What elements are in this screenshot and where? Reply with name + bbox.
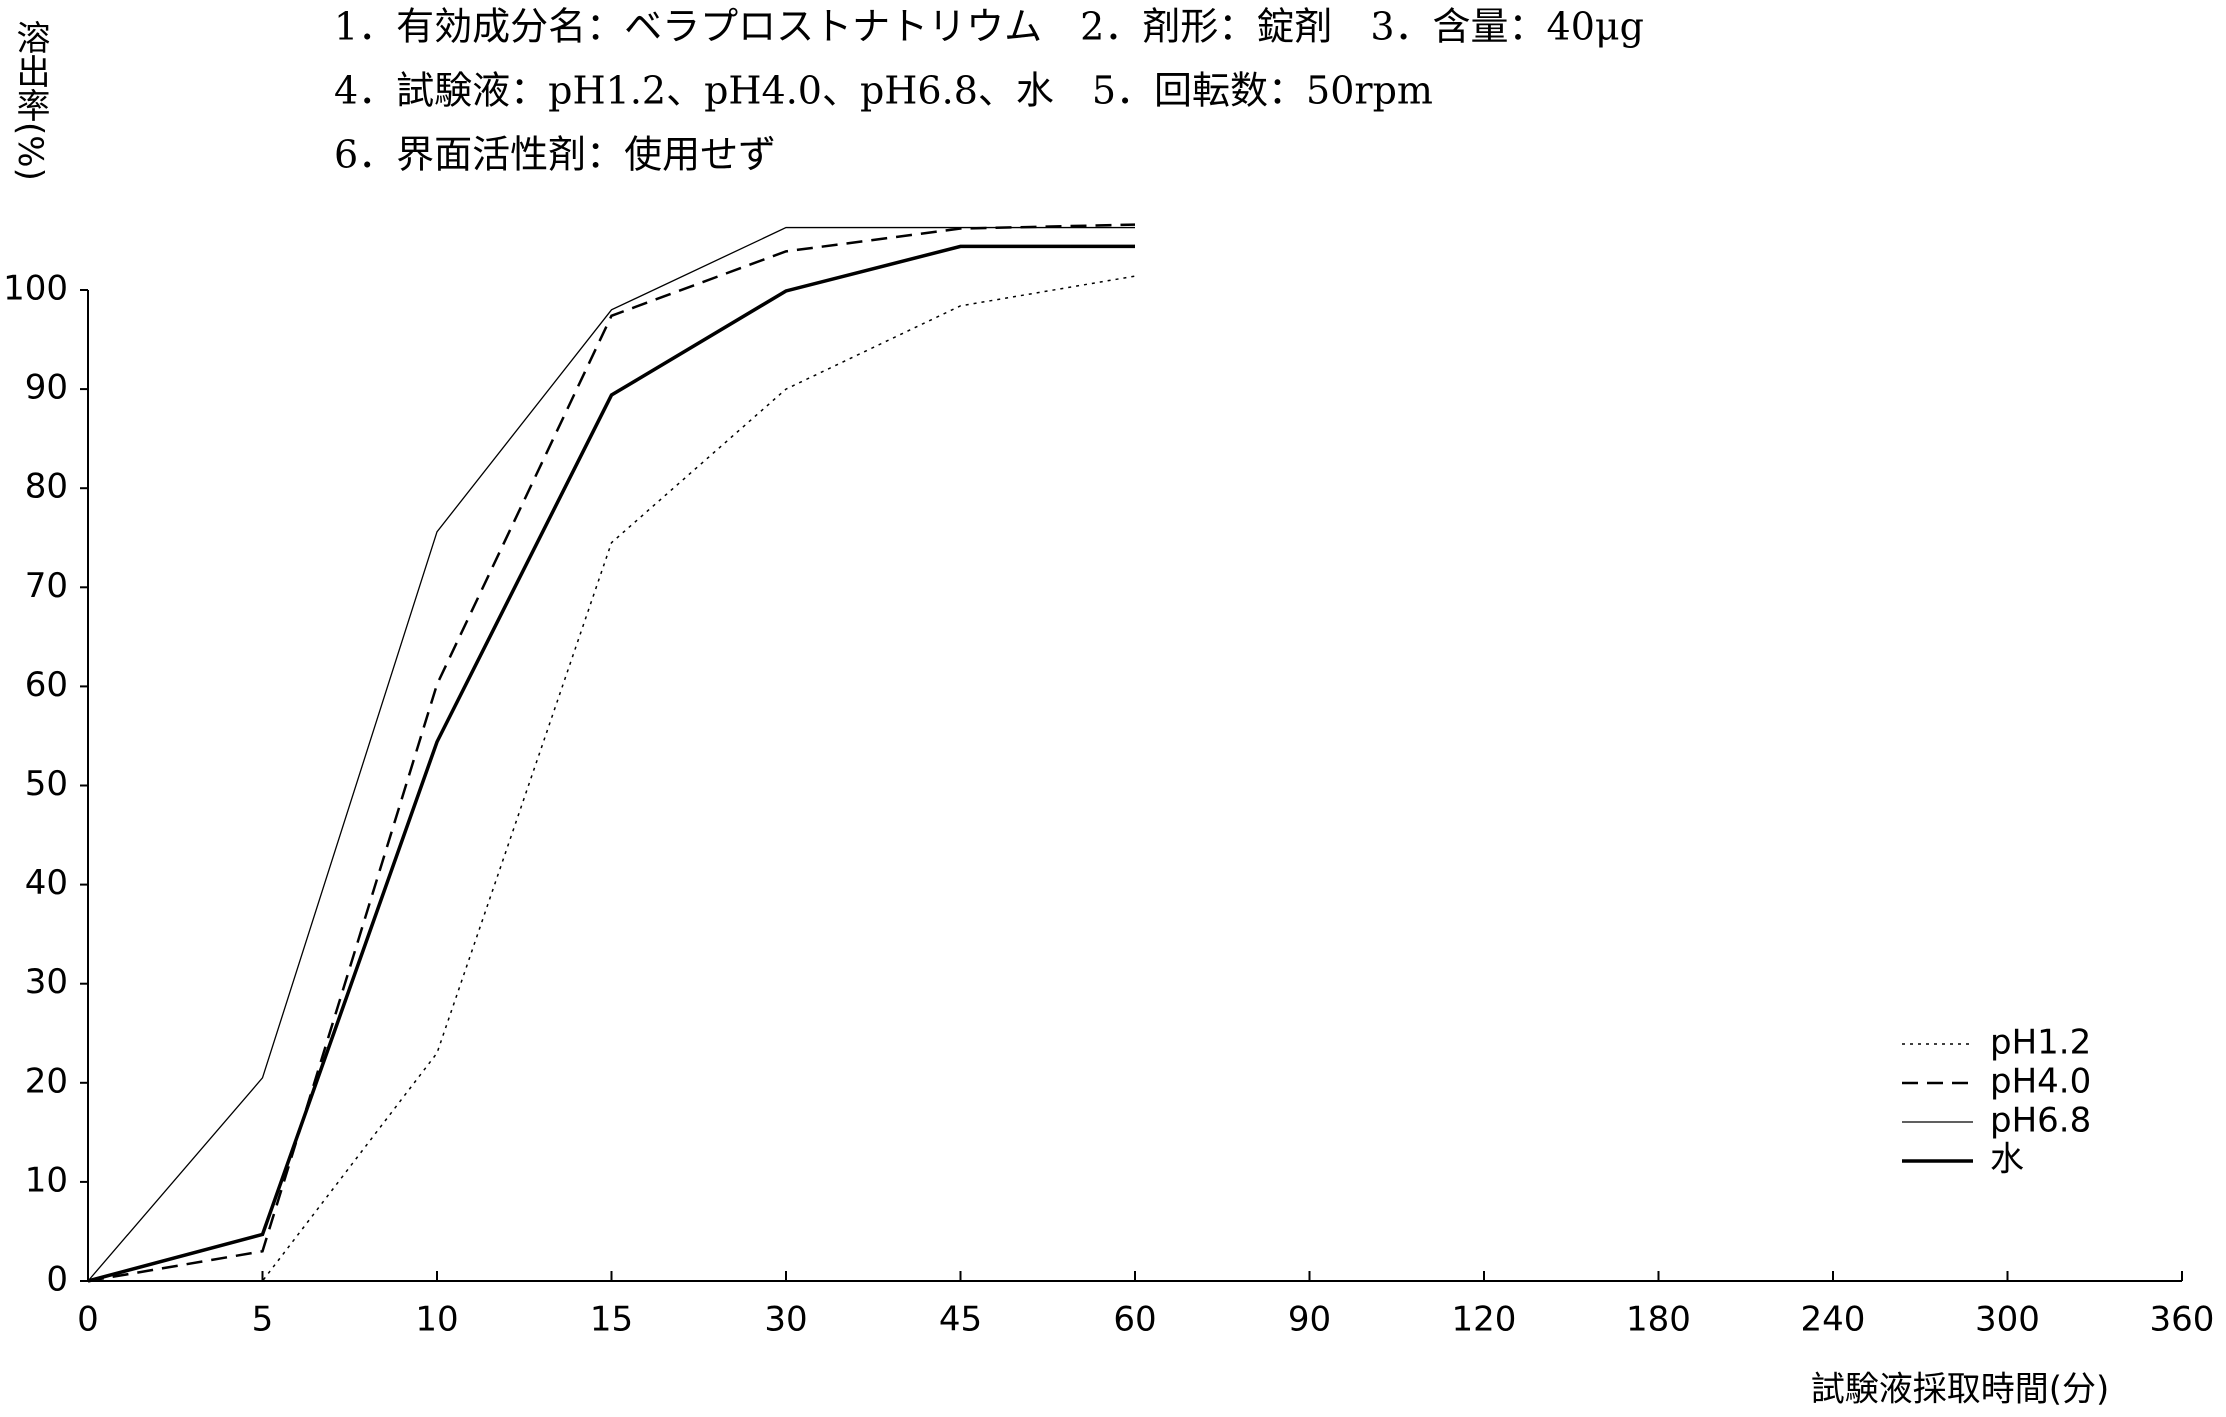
x-tick-label: 30: [764, 1300, 807, 1340]
y-tick-label: 30: [25, 962, 68, 1002]
series-line: [87, 226, 1135, 1282]
x-tick-label: 60: [1113, 1300, 1156, 1340]
legend-label: 水: [1990, 1140, 2024, 1180]
y-tick-label: 10: [25, 1160, 68, 1200]
x-tick-label: 90: [1288, 1300, 1331, 1340]
y-tick-label: 50: [25, 764, 68, 804]
note: 6．界面活性剤：使用せず: [334, 133, 776, 177]
x-tick-label: 180: [1626, 1300, 1691, 1340]
legend-label: pH6.8: [1990, 1101, 2091, 1141]
y-tick-label: 20: [25, 1061, 68, 1101]
x-tick-label: 10: [415, 1300, 458, 1340]
x-tick-label: 360: [2150, 1300, 2215, 1340]
x-tick-label: 15: [590, 1300, 633, 1340]
legend-label: pH4.0: [1990, 1062, 2091, 1102]
x-tick-label: 5: [252, 1300, 274, 1340]
y-tick-label: 40: [25, 863, 68, 903]
y-axis-label: 溶出率(%): [10, 20, 50, 181]
x-tick-label: 0: [77, 1300, 99, 1340]
x-tick-label: 300: [1975, 1300, 2040, 1340]
y-tick-label: 70: [25, 566, 68, 606]
x-tick-label: 45: [939, 1300, 982, 1340]
x-axis-label: 試験液採取時間(分): [1811, 1370, 2110, 1410]
note: 4．試験液：pH1.2、pH4.0、pH6.8、水 5．回転数：50rpm: [334, 69, 1433, 113]
series-line: [87, 223, 1136, 1283]
y-tick-label: 80: [25, 467, 68, 507]
y-tick-label: 0: [46, 1260, 68, 1300]
series-line: [88, 275, 1136, 1282]
series-line: [87, 244, 1135, 1283]
y-tick-label: 100: [3, 269, 68, 309]
note: 1．有効成分名：ベラプロストナトリウム 2．剤形：錠剤 3．含量：40μg: [334, 5, 1644, 49]
x-tick-label: 120: [1452, 1300, 1517, 1340]
y-tick-label: 60: [25, 665, 68, 705]
y-tick-label: 90: [25, 368, 68, 408]
x-tick-label: 240: [1801, 1300, 1866, 1340]
legend-label: pH1.2: [1990, 1023, 2091, 1063]
